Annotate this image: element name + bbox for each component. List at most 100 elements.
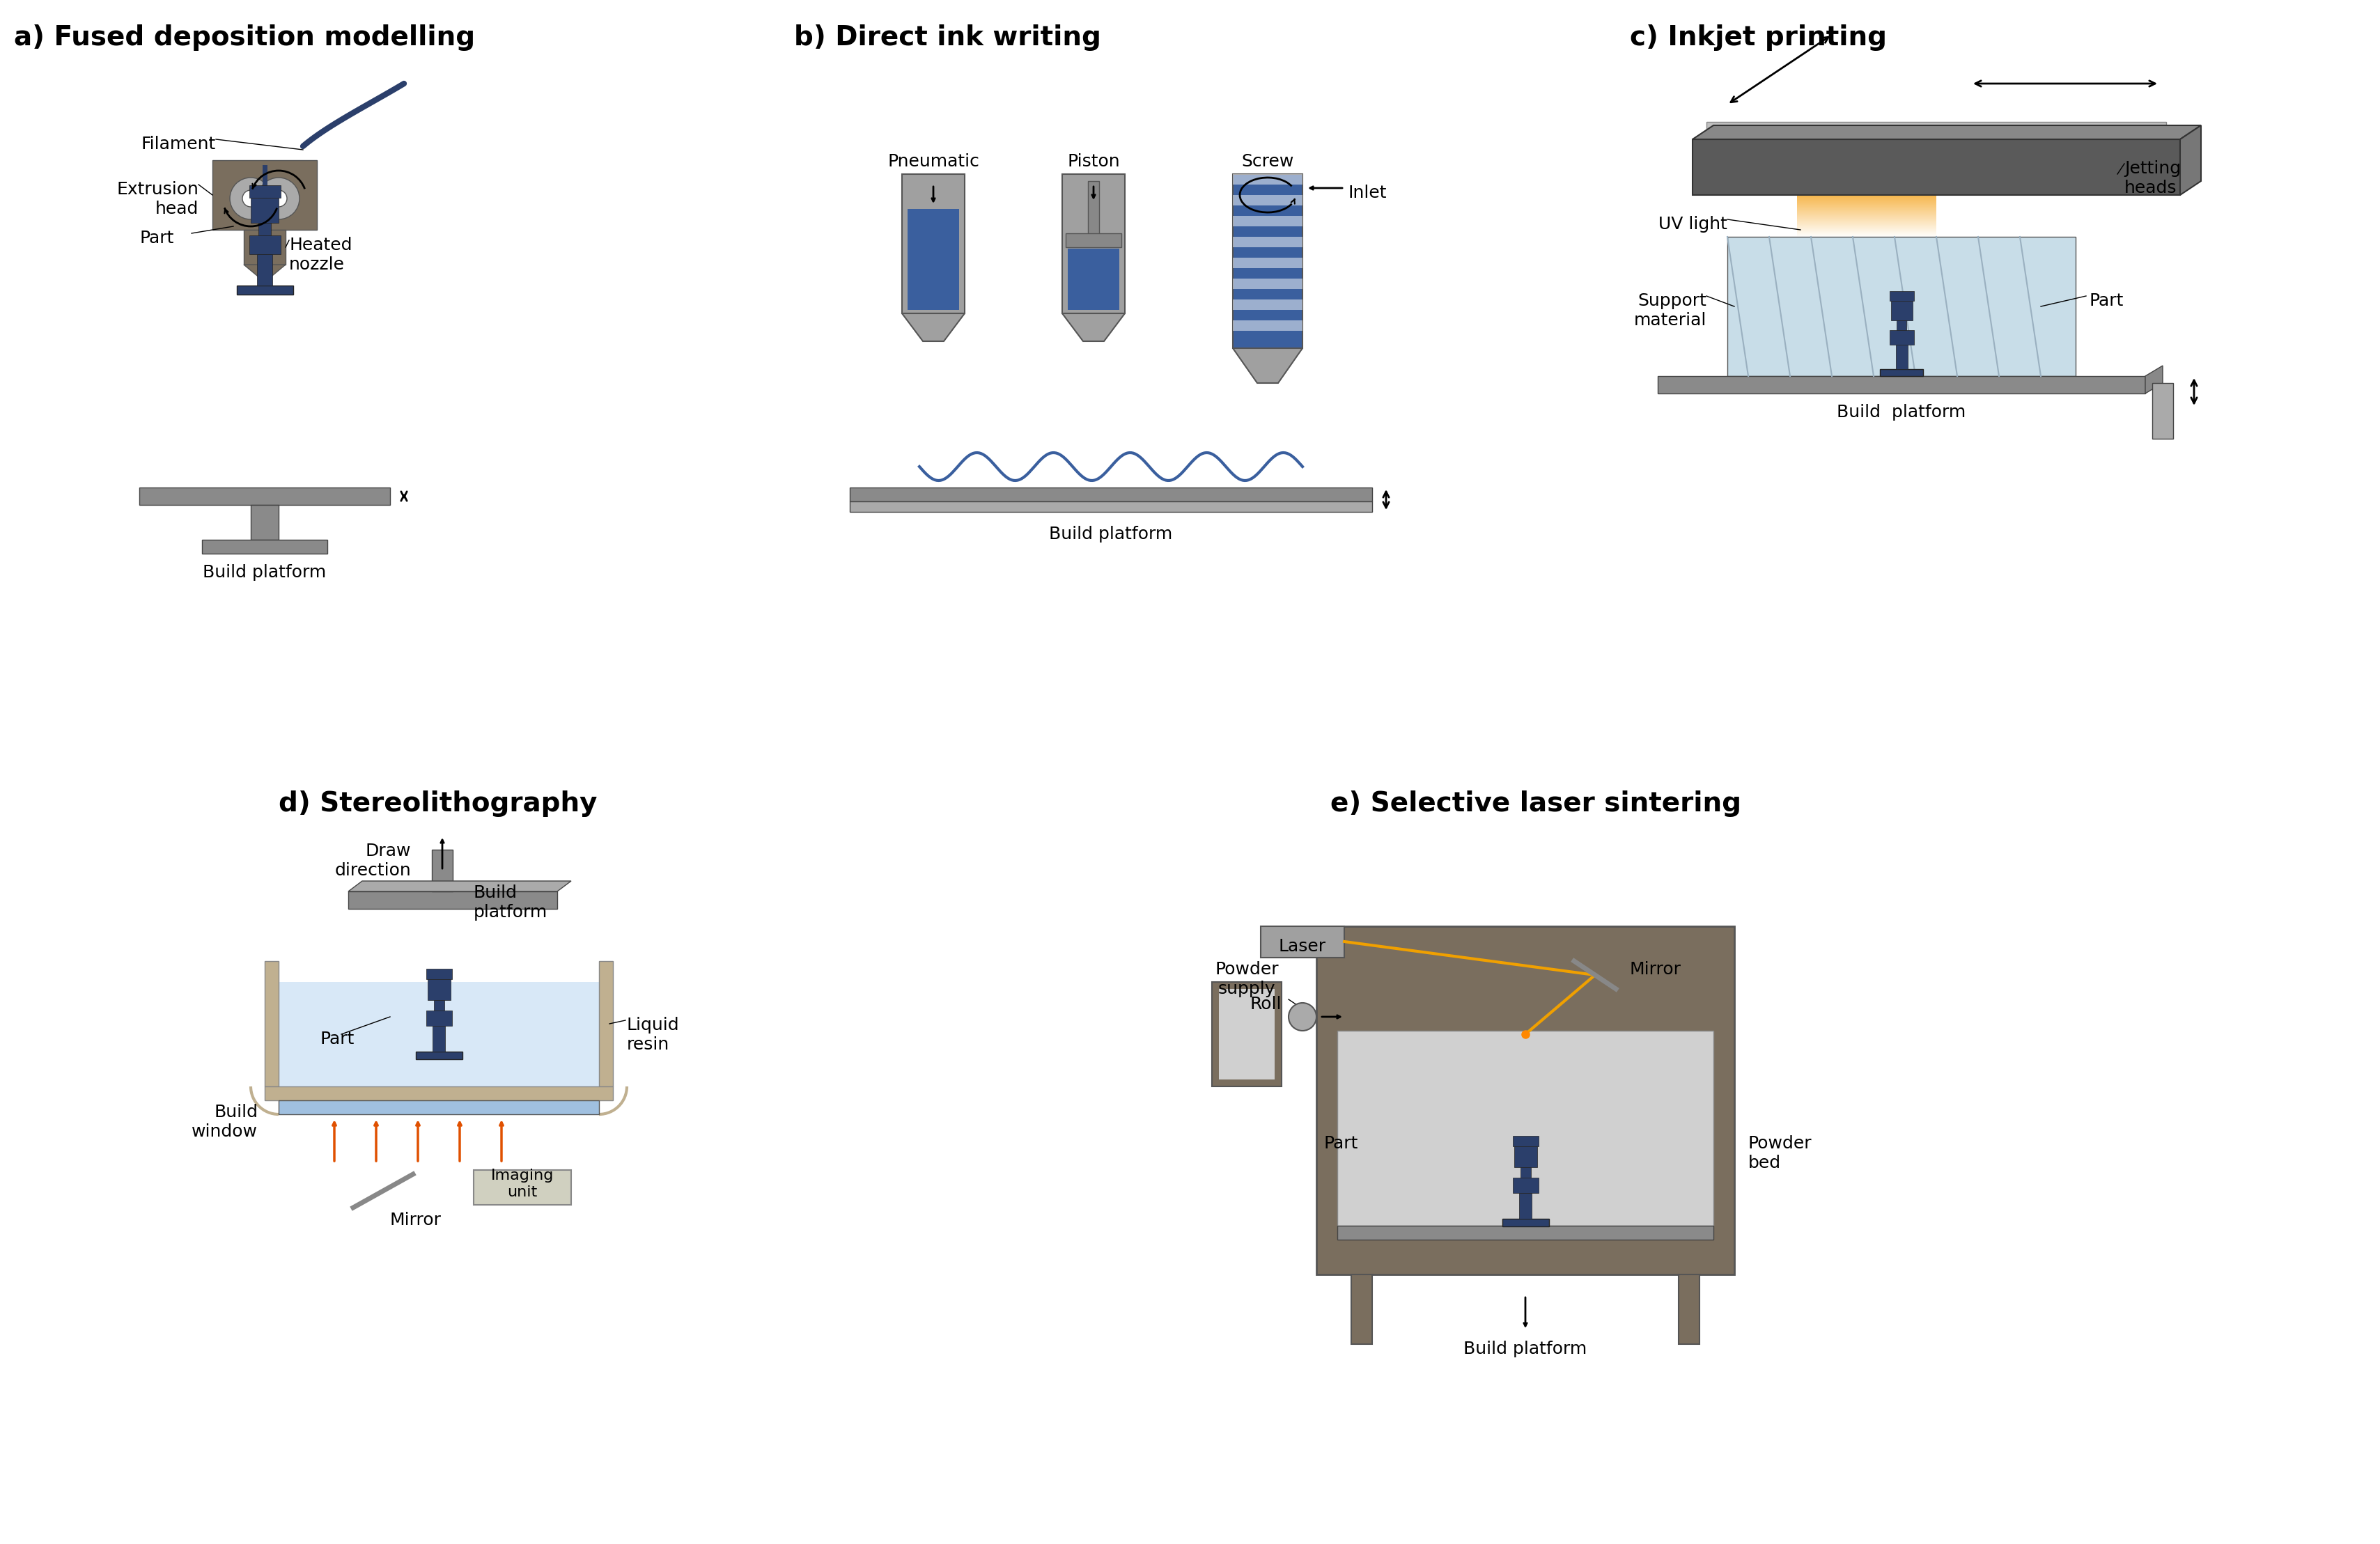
Text: Extrusion
head: Extrusion head — [117, 181, 198, 218]
Bar — [1880, 369, 1923, 377]
Bar — [416, 1051, 462, 1059]
Bar — [1897, 344, 1909, 369]
Bar — [1678, 1274, 1699, 1345]
Text: Piston: Piston — [1066, 153, 1121, 170]
Circle shape — [243, 190, 259, 207]
Bar — [1338, 1031, 1714, 1226]
Bar — [426, 968, 452, 979]
Text: c) Inkjet printing: c) Inkjet printing — [1630, 25, 1887, 51]
Text: Build  platform: Build platform — [1837, 405, 1966, 420]
Polygon shape — [1233, 258, 1302, 269]
Text: Jetting
heads: Jetting heads — [2125, 161, 2180, 196]
Text: Mirror: Mirror — [1630, 960, 1680, 977]
Circle shape — [271, 190, 288, 207]
Circle shape — [257, 178, 300, 219]
Text: UV light: UV light — [1659, 216, 1728, 233]
Bar — [1518, 1194, 1533, 1218]
Text: Heated
nozzle: Heated nozzle — [288, 236, 352, 273]
Bar — [1728, 236, 2075, 377]
Bar — [1892, 301, 1914, 320]
Polygon shape — [1233, 320, 1302, 330]
Polygon shape — [243, 264, 286, 283]
Bar — [243, 230, 286, 264]
Bar — [250, 505, 278, 540]
Text: Powder
supply: Powder supply — [1214, 960, 1278, 997]
Bar — [902, 174, 964, 313]
Bar — [1066, 233, 1121, 247]
Text: Build
platform: Build platform — [474, 885, 547, 920]
Text: Build
window: Build window — [190, 1104, 257, 1139]
Bar — [140, 488, 390, 505]
Text: Pneumatic: Pneumatic — [888, 153, 978, 170]
Text: Mirror: Mirror — [390, 1212, 443, 1229]
Bar — [278, 1101, 600, 1115]
Bar — [2152, 383, 2173, 438]
Bar — [250, 185, 281, 198]
Bar — [428, 979, 450, 1001]
Text: Support
material: Support material — [1633, 292, 1706, 329]
Bar — [238, 286, 293, 295]
Bar — [1692, 139, 2180, 195]
Polygon shape — [1233, 174, 1302, 185]
Text: Filament: Filament — [140, 136, 217, 153]
Polygon shape — [1233, 216, 1302, 227]
Text: Part: Part — [1323, 1135, 1359, 1152]
Polygon shape — [1233, 300, 1302, 310]
Bar — [1890, 330, 1914, 344]
Text: Draw
direction: Draw direction — [336, 843, 412, 879]
Bar — [1890, 292, 1914, 301]
Text: d) Stereolithography: d) Stereolithography — [278, 791, 597, 817]
Bar — [1061, 174, 1126, 313]
Bar — [850, 502, 1373, 513]
Bar — [1521, 1167, 1530, 1178]
Bar — [426, 1010, 452, 1025]
Text: Build platform: Build platform — [1464, 1340, 1587, 1357]
Text: Part: Part — [140, 230, 174, 247]
Bar — [250, 235, 281, 255]
Bar — [600, 960, 614, 1087]
Bar — [1897, 320, 1906, 330]
Bar — [1659, 377, 2144, 394]
Text: Powder
bed: Powder bed — [1749, 1135, 1811, 1172]
Bar — [431, 849, 452, 891]
Polygon shape — [1233, 236, 1302, 247]
Bar — [433, 1001, 445, 1010]
Bar — [250, 198, 278, 222]
Bar — [1352, 1274, 1373, 1345]
Text: Part: Part — [321, 1031, 355, 1047]
Bar — [259, 222, 271, 235]
Bar — [1316, 926, 1735, 1274]
Bar — [264, 1087, 614, 1101]
Bar — [278, 982, 600, 1087]
Bar — [1233, 174, 1302, 349]
Text: Laser: Laser — [1278, 939, 1326, 954]
Bar — [1211, 982, 1280, 1087]
Polygon shape — [1233, 195, 1302, 205]
Text: Screw: Screw — [1242, 153, 1295, 170]
Bar — [474, 1170, 571, 1204]
Bar — [1502, 1218, 1549, 1226]
Polygon shape — [2144, 366, 2163, 394]
Text: Roll: Roll — [1250, 996, 1280, 1013]
Bar — [257, 255, 271, 286]
Text: Inlet: Inlet — [1347, 185, 1388, 201]
Bar — [1706, 122, 2166, 139]
Text: b) Direct ink writing: b) Direct ink writing — [795, 25, 1102, 51]
Polygon shape — [902, 313, 964, 341]
Polygon shape — [1692, 125, 2202, 139]
Polygon shape — [1233, 349, 1302, 383]
Bar — [264, 960, 278, 1087]
Polygon shape — [347, 882, 571, 891]
Bar — [1514, 1136, 1537, 1146]
Bar — [850, 488, 1373, 502]
Bar — [433, 1025, 445, 1051]
Circle shape — [231, 178, 271, 219]
Text: e) Selective laser sintering: e) Selective laser sintering — [1330, 791, 1742, 817]
Polygon shape — [2180, 125, 2202, 195]
Text: a) Fused deposition modelling: a) Fused deposition modelling — [14, 25, 476, 51]
Bar — [1219, 990, 1276, 1079]
Text: Build platform: Build platform — [202, 564, 326, 581]
Text: Imaging
unit: Imaging unit — [490, 1169, 555, 1200]
Bar — [347, 891, 557, 909]
Bar — [1514, 1146, 1537, 1167]
